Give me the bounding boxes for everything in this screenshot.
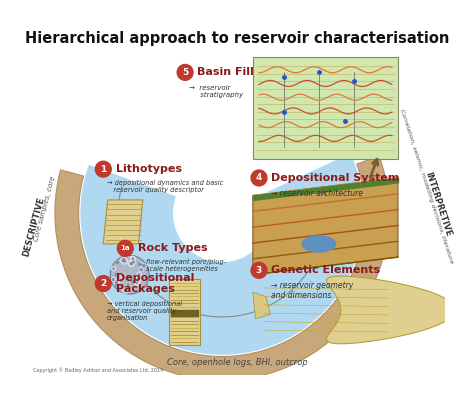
Circle shape — [124, 260, 126, 262]
Circle shape — [251, 170, 267, 186]
Circle shape — [130, 257, 135, 261]
Circle shape — [177, 65, 193, 80]
Circle shape — [132, 260, 136, 264]
Circle shape — [138, 263, 140, 265]
Text: → reservoir geometry
and dimensions: → reservoir geometry and dimensions — [271, 281, 354, 300]
Text: Copyright © Badley Ashton and Associates Ltd, 2014: Copyright © Badley Ashton and Associates… — [33, 368, 163, 373]
Text: flow-relevant pore/plug-
scale heterogeneities: flow-relevant pore/plug- scale heterogen… — [146, 259, 227, 272]
Circle shape — [138, 263, 141, 265]
Text: DESCRIPTIVE: DESCRIPTIVE — [21, 196, 46, 257]
Circle shape — [127, 284, 129, 286]
Text: Core, openhole logs, BHI, outcrop: Core, openhole logs, BHI, outcrop — [167, 358, 307, 367]
Circle shape — [95, 276, 111, 291]
Circle shape — [95, 161, 111, 177]
Text: Depositional
Packages: Depositional Packages — [116, 273, 194, 294]
Circle shape — [123, 259, 125, 260]
Circle shape — [132, 258, 134, 259]
Text: → depositional dynamics and basic
   reservoir quality descriptor: → depositional dynamics and basic reserv… — [107, 180, 223, 193]
Circle shape — [122, 257, 126, 261]
Circle shape — [140, 269, 142, 271]
Circle shape — [114, 280, 119, 285]
Text: 1a: 1a — [120, 245, 130, 251]
Circle shape — [137, 272, 141, 277]
Polygon shape — [103, 200, 143, 244]
Text: Rock Types: Rock Types — [137, 243, 207, 253]
Text: 1: 1 — [100, 165, 106, 174]
Text: 3: 3 — [256, 266, 262, 275]
Circle shape — [112, 267, 116, 271]
Circle shape — [111, 278, 115, 281]
Circle shape — [112, 279, 114, 280]
Text: Basin Fill: Basin Fill — [197, 67, 254, 77]
Text: 5: 5 — [182, 68, 188, 77]
Circle shape — [123, 288, 128, 293]
Circle shape — [116, 284, 118, 287]
Text: → vertical depositional
and reservoir quality
organisation: → vertical depositional and reservoir qu… — [107, 301, 182, 322]
Text: Correlation, seismic, modelling decisions, literature: Correlation, seismic, modelling decision… — [399, 109, 454, 265]
Polygon shape — [169, 279, 200, 345]
Text: 2: 2 — [100, 279, 106, 288]
Circle shape — [132, 288, 135, 291]
Polygon shape — [253, 178, 398, 275]
Circle shape — [115, 273, 118, 276]
Circle shape — [113, 268, 114, 269]
Wedge shape — [81, 153, 364, 355]
Circle shape — [116, 284, 118, 286]
Circle shape — [133, 261, 134, 263]
Wedge shape — [55, 156, 389, 380]
Circle shape — [141, 264, 142, 265]
Circle shape — [133, 289, 134, 290]
Circle shape — [173, 165, 271, 261]
Circle shape — [120, 280, 122, 281]
Circle shape — [120, 258, 125, 263]
Circle shape — [140, 263, 143, 266]
Circle shape — [130, 263, 132, 265]
Circle shape — [143, 265, 145, 267]
Circle shape — [110, 255, 149, 294]
Text: Hierarchical approach to reservoir characterisation: Hierarchical approach to reservoir chara… — [25, 31, 449, 45]
Circle shape — [132, 280, 135, 283]
Text: Genetic Elements: Genetic Elements — [271, 265, 381, 275]
Text: Depositional System: Depositional System — [271, 173, 400, 183]
FancyBboxPatch shape — [253, 57, 398, 158]
Circle shape — [122, 275, 124, 276]
Circle shape — [124, 290, 126, 292]
Circle shape — [115, 273, 118, 276]
Circle shape — [137, 279, 138, 280]
Circle shape — [134, 280, 140, 285]
Circle shape — [138, 274, 140, 275]
Circle shape — [139, 268, 143, 271]
Text: Lithotypes: Lithotypes — [116, 164, 182, 174]
Polygon shape — [253, 292, 271, 319]
Circle shape — [122, 259, 128, 264]
Circle shape — [132, 281, 135, 283]
Circle shape — [118, 241, 133, 256]
Text: →  reservoir
     stratigraphy: → reservoir stratigraphy — [190, 85, 244, 98]
Circle shape — [251, 263, 267, 278]
Circle shape — [127, 283, 130, 286]
Circle shape — [122, 260, 124, 261]
Text: → reservoir architecture: → reservoir architecture — [271, 188, 363, 198]
Circle shape — [119, 279, 123, 282]
Circle shape — [115, 281, 117, 283]
Circle shape — [142, 264, 146, 268]
Circle shape — [135, 277, 141, 282]
Circle shape — [117, 261, 119, 264]
Ellipse shape — [301, 235, 337, 253]
Text: Core samples, core: Core samples, core — [33, 176, 56, 242]
Circle shape — [116, 261, 119, 264]
Circle shape — [121, 273, 125, 278]
Circle shape — [128, 261, 134, 267]
Text: INTERPRETIVE: INTERPRETIVE — [424, 171, 453, 238]
Polygon shape — [327, 276, 455, 344]
Text: 4: 4 — [256, 174, 262, 182]
